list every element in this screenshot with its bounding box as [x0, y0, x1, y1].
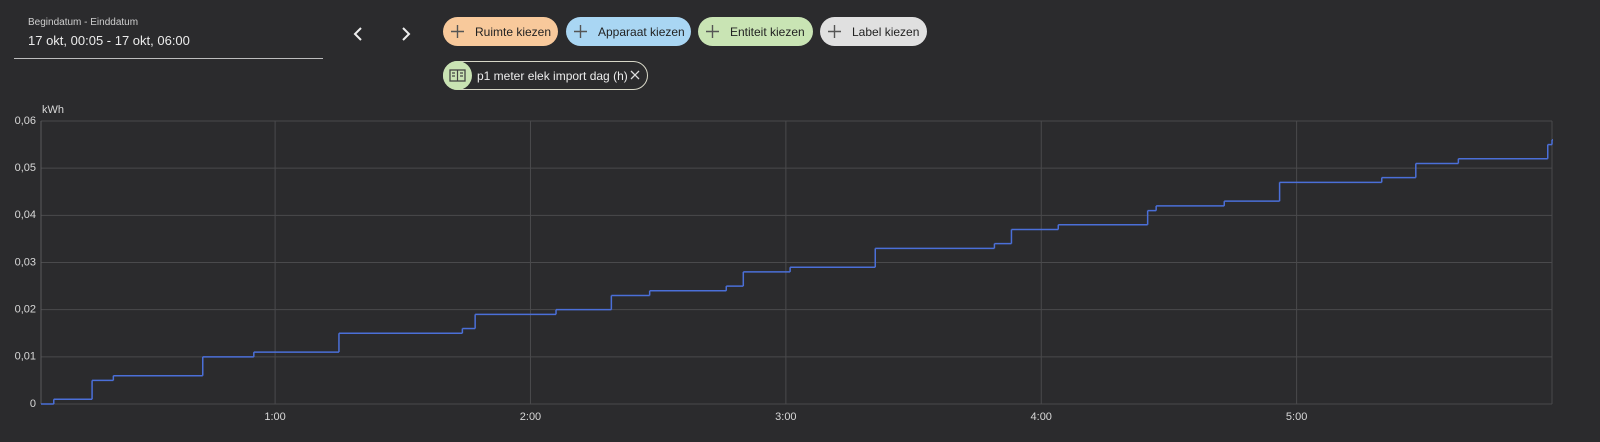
date-range: 17 okt, 00:05 - 17 okt, 06:00 — [28, 33, 190, 48]
y-tick-label: 0,03 — [15, 256, 36, 268]
y-tick-label: 0,01 — [15, 351, 36, 363]
chip-label: Ruimte kiezen — [475, 24, 552, 39]
plus-icon — [574, 25, 587, 38]
y-tick-label: 0,02 — [15, 304, 36, 316]
y-tick-label: 0 — [30, 398, 36, 410]
date-picker[interactable]: Begindatum - Einddatum 17 okt, 00:05 - 1… — [14, 12, 323, 59]
entity-name: p1 meter elek import dag (h) — [477, 69, 628, 83]
date-label: Begindatum - Einddatum — [28, 17, 139, 28]
chip-label: Label kiezen — [852, 24, 920, 39]
x-tick-label: 5:00 — [1286, 411, 1307, 423]
x-tick-label: 2:00 — [520, 411, 541, 423]
x-tick-label: 4:00 — [1031, 411, 1052, 423]
chip-label: Entiteit kiezen — [730, 24, 805, 39]
prev-button[interactable] — [347, 22, 371, 46]
y-tick-label: 0,05 — [15, 162, 36, 174]
plus-icon — [706, 25, 719, 38]
y-tick-label: 0,04 — [15, 209, 36, 221]
device-chip[interactable]: Apparaat kiezen — [566, 17, 691, 46]
remove-button[interactable] — [629, 69, 641, 81]
y-axis-label: kWh — [42, 104, 64, 116]
label-chip[interactable]: Label kiezen — [820, 17, 927, 46]
area-chip[interactable]: Ruimte kiezen — [443, 17, 558, 46]
y-tick-label: 0,06 — [15, 115, 36, 127]
meter-icon — [449, 69, 466, 82]
selected-entity-chip[interactable]: p1 meter elek import dag (h) — [443, 61, 648, 90]
x-tick-label: 1:00 — [264, 411, 285, 423]
x-tick-label: 3:00 — [775, 411, 796, 423]
entity-chip[interactable]: Entiteit kiezen — [698, 17, 813, 46]
chip-label: Apparaat kiezen — [598, 24, 685, 39]
next-button[interactable] — [393, 22, 417, 46]
plus-icon — [451, 25, 464, 38]
plus-icon — [828, 25, 841, 38]
entity-icon — [443, 61, 472, 90]
